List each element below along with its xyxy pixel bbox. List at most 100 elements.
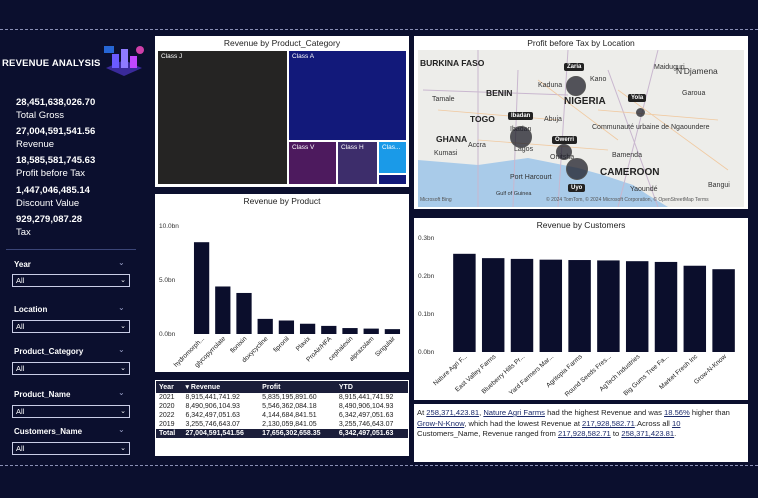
table-row[interactable]: 2020 8,490,906,104.93 5,546,362,084.18 8,49… [159, 403, 394, 410]
bar[interactable] [342, 328, 358, 334]
chevron-down-icon[interactable]: ⌄ [118, 345, 125, 354]
filter-label-product-name: Product_Name [14, 390, 71, 399]
kpi-discount-value: 1,447,046,485.14 Discount Value [16, 185, 90, 209]
table-total-row: Total 27,004,591,541.56 17,656,302,658.35 6… [156, 429, 408, 438]
bar[interactable] [453, 253, 476, 352]
bar[interactable] [236, 292, 252, 334]
bar[interactable] [481, 258, 505, 352]
kpi-total-gross: 28,451,638,026.70 Total Gross [16, 97, 96, 121]
product-category-dropdown[interactable]: All ⌄ [12, 362, 130, 375]
map-pin-yola[interactable]: Yola [628, 94, 647, 102]
chevron-down-icon[interactable]: ⌄ [118, 303, 125, 312]
map-bubble-zaria[interactable] [566, 76, 586, 96]
map-label-lagos: Lagos [514, 146, 534, 153]
x-tick-label: Singulair [374, 335, 397, 358]
map-label-port-harcourt: Port Harcourt [510, 174, 552, 181]
header-profit[interactable]: Profit [259, 381, 336, 393]
treemap-cell-small[interactable] [378, 174, 407, 185]
filter-label-location: Location [14, 305, 48, 314]
treemap-cell-other[interactable]: Clas... [378, 141, 407, 174]
narrative-value[interactable]: 217,928,582.71 [557, 429, 611, 438]
header-ytd[interactable]: YTD [335, 381, 408, 393]
map-bubble-uyo[interactable] [566, 158, 588, 180]
chevron-down-icon[interactable]: ⌄ [118, 388, 125, 397]
filter-label-product-category: Product_Category [14, 347, 84, 356]
bar[interactable] [568, 260, 591, 352]
narrative-value[interactable]: 217,928,582.71 [582, 418, 635, 428]
bar[interactable] [257, 318, 273, 334]
y-tick-label: 0.0bn [159, 331, 176, 338]
y-tick-label: 0.3bn [418, 235, 435, 242]
chevron-down-icon[interactable]: ⌄ [118, 425, 125, 434]
dropdown-arrow-icon: ⌄ [120, 277, 126, 284]
map-label-tamale: Tamale [432, 96, 455, 103]
bar[interactable] [712, 269, 735, 352]
bar[interactable] [278, 320, 295, 335]
y-tick-label: 10.0bn [159, 223, 179, 230]
table-row[interactable]: 2019 3,255,746,643.07 2,130,059,841.05 3,25… [159, 421, 394, 428]
header-year[interactable]: Year [156, 381, 183, 393]
map-label-bamenda: Bamenda [612, 152, 642, 159]
filter-label-customers-name: Customers_Name [14, 427, 83, 436]
treemap-cell-class-v[interactable]: Class V [288, 141, 337, 185]
map-bubble-owerri[interactable] [556, 144, 572, 160]
bar[interactable] [510, 258, 534, 352]
map-bubble-yola[interactable] [636, 108, 645, 117]
product-name-dropdown[interactable]: All ⌄ [12, 405, 130, 418]
chevron-down-icon[interactable]: ⌄ [118, 258, 125, 267]
map-panel[interactable]: Profit before Tax by Location BURKINA FA… [414, 36, 748, 209]
bar[interactable] [299, 323, 316, 334]
map-label-yaounde: Yaoundé [630, 186, 658, 193]
map-pin-zaria[interactable]: Zaria [564, 63, 585, 71]
map-pin-owerri[interactable]: Owerri [552, 136, 578, 144]
treemap-cell-class-a[interactable]: Class A [288, 50, 407, 141]
treemap-cell-class-j[interactable]: Class J [157, 50, 288, 185]
map-label-cameroon: CAMEROON [600, 167, 660, 178]
bar[interactable] [363, 328, 379, 334]
location-dropdown[interactable]: All ⌄ [12, 320, 130, 333]
kpi-profit-before-tax: 18,585,581,745.63 Profit before Tax [16, 155, 96, 179]
filter-label-year: Year [14, 260, 31, 269]
bar[interactable] [539, 259, 563, 352]
kpi-tax: 929,279,087.28 Tax [16, 214, 83, 238]
revenue-by-product-chart[interactable]: 0.0bn5.0bn10.0bnhydromorph...glycopyrrol… [155, 206, 409, 370]
revenue-by-customers-panel[interactable]: Revenue by Customers 0.0bn 0.1bn 0.2bn 0.3b… [414, 218, 748, 400]
narrative-value[interactable]: 258,371,423.81 [426, 408, 480, 417]
table-row[interactable]: 2021 8,915,441,741.92 5,835,195,891.60 8,91… [159, 394, 394, 401]
bar[interactable] [597, 260, 620, 352]
map-canvas[interactable] [418, 50, 744, 207]
map-label-maiduguri: Maiduguri [654, 64, 685, 71]
bar[interactable] [215, 286, 231, 334]
bar[interactable] [625, 261, 649, 352]
narrative-value[interactable]: Grow-N-Know [417, 418, 465, 428]
kpi-revenue: 27,004,591,541.56 Revenue [16, 126, 96, 150]
bar[interactable] [321, 325, 337, 334]
narrative-value[interactable]: Nature Agri Farms [483, 408, 545, 417]
treemap-cell-class-h[interactable]: Class H [337, 141, 378, 185]
bar[interactable] [683, 265, 707, 352]
map-brand: Microsoft Bing [420, 197, 452, 203]
bar[interactable] [654, 261, 678, 352]
revenue-by-product-panel[interactable]: Revenue by Product 0.0bn 5.0bn 10.0bn hydro… [155, 194, 409, 372]
narrative-value[interactable]: 10 [671, 418, 681, 428]
treemap-panel[interactable]: Revenue by Product_Category Class J Clas… [155, 36, 409, 187]
bar[interactable] [384, 329, 401, 334]
map-attribution[interactable]: © 2024 TomTom, © 2024 Microsoft Corporat… [546, 197, 709, 203]
smart-narrative: At 258,371,423.81, Nature Agri Farms had… [414, 404, 748, 462]
customers-name-dropdown[interactable]: All ⌄ [12, 442, 130, 455]
x-tick-label: fipronil [272, 335, 291, 354]
table-row[interactable]: 2022 6,342,497,051.63 4,144,684,841.51 6,34… [159, 412, 394, 419]
map-pin-ibadan[interactable]: Ibadan [508, 112, 534, 120]
analytics-logo-icon [104, 46, 144, 76]
narrative-value[interactable]: 18.56% [664, 408, 690, 417]
map-title: Profit before Tax by Location [527, 38, 635, 48]
narrative-value[interactable]: 258,371,423.81 [621, 429, 675, 438]
map-bubble-ibadan[interactable] [510, 126, 532, 148]
bar[interactable] [193, 242, 210, 334]
year-dropdown[interactable]: All ⌄ [12, 274, 130, 287]
map-label-kumasi: Kumasi [434, 150, 458, 157]
y-tick-label: 0.2bn [418, 273, 435, 280]
map-pin-uyo[interactable]: Uyo [568, 184, 586, 192]
header-revenue[interactable]: ▾ Revenue [182, 381, 260, 393]
